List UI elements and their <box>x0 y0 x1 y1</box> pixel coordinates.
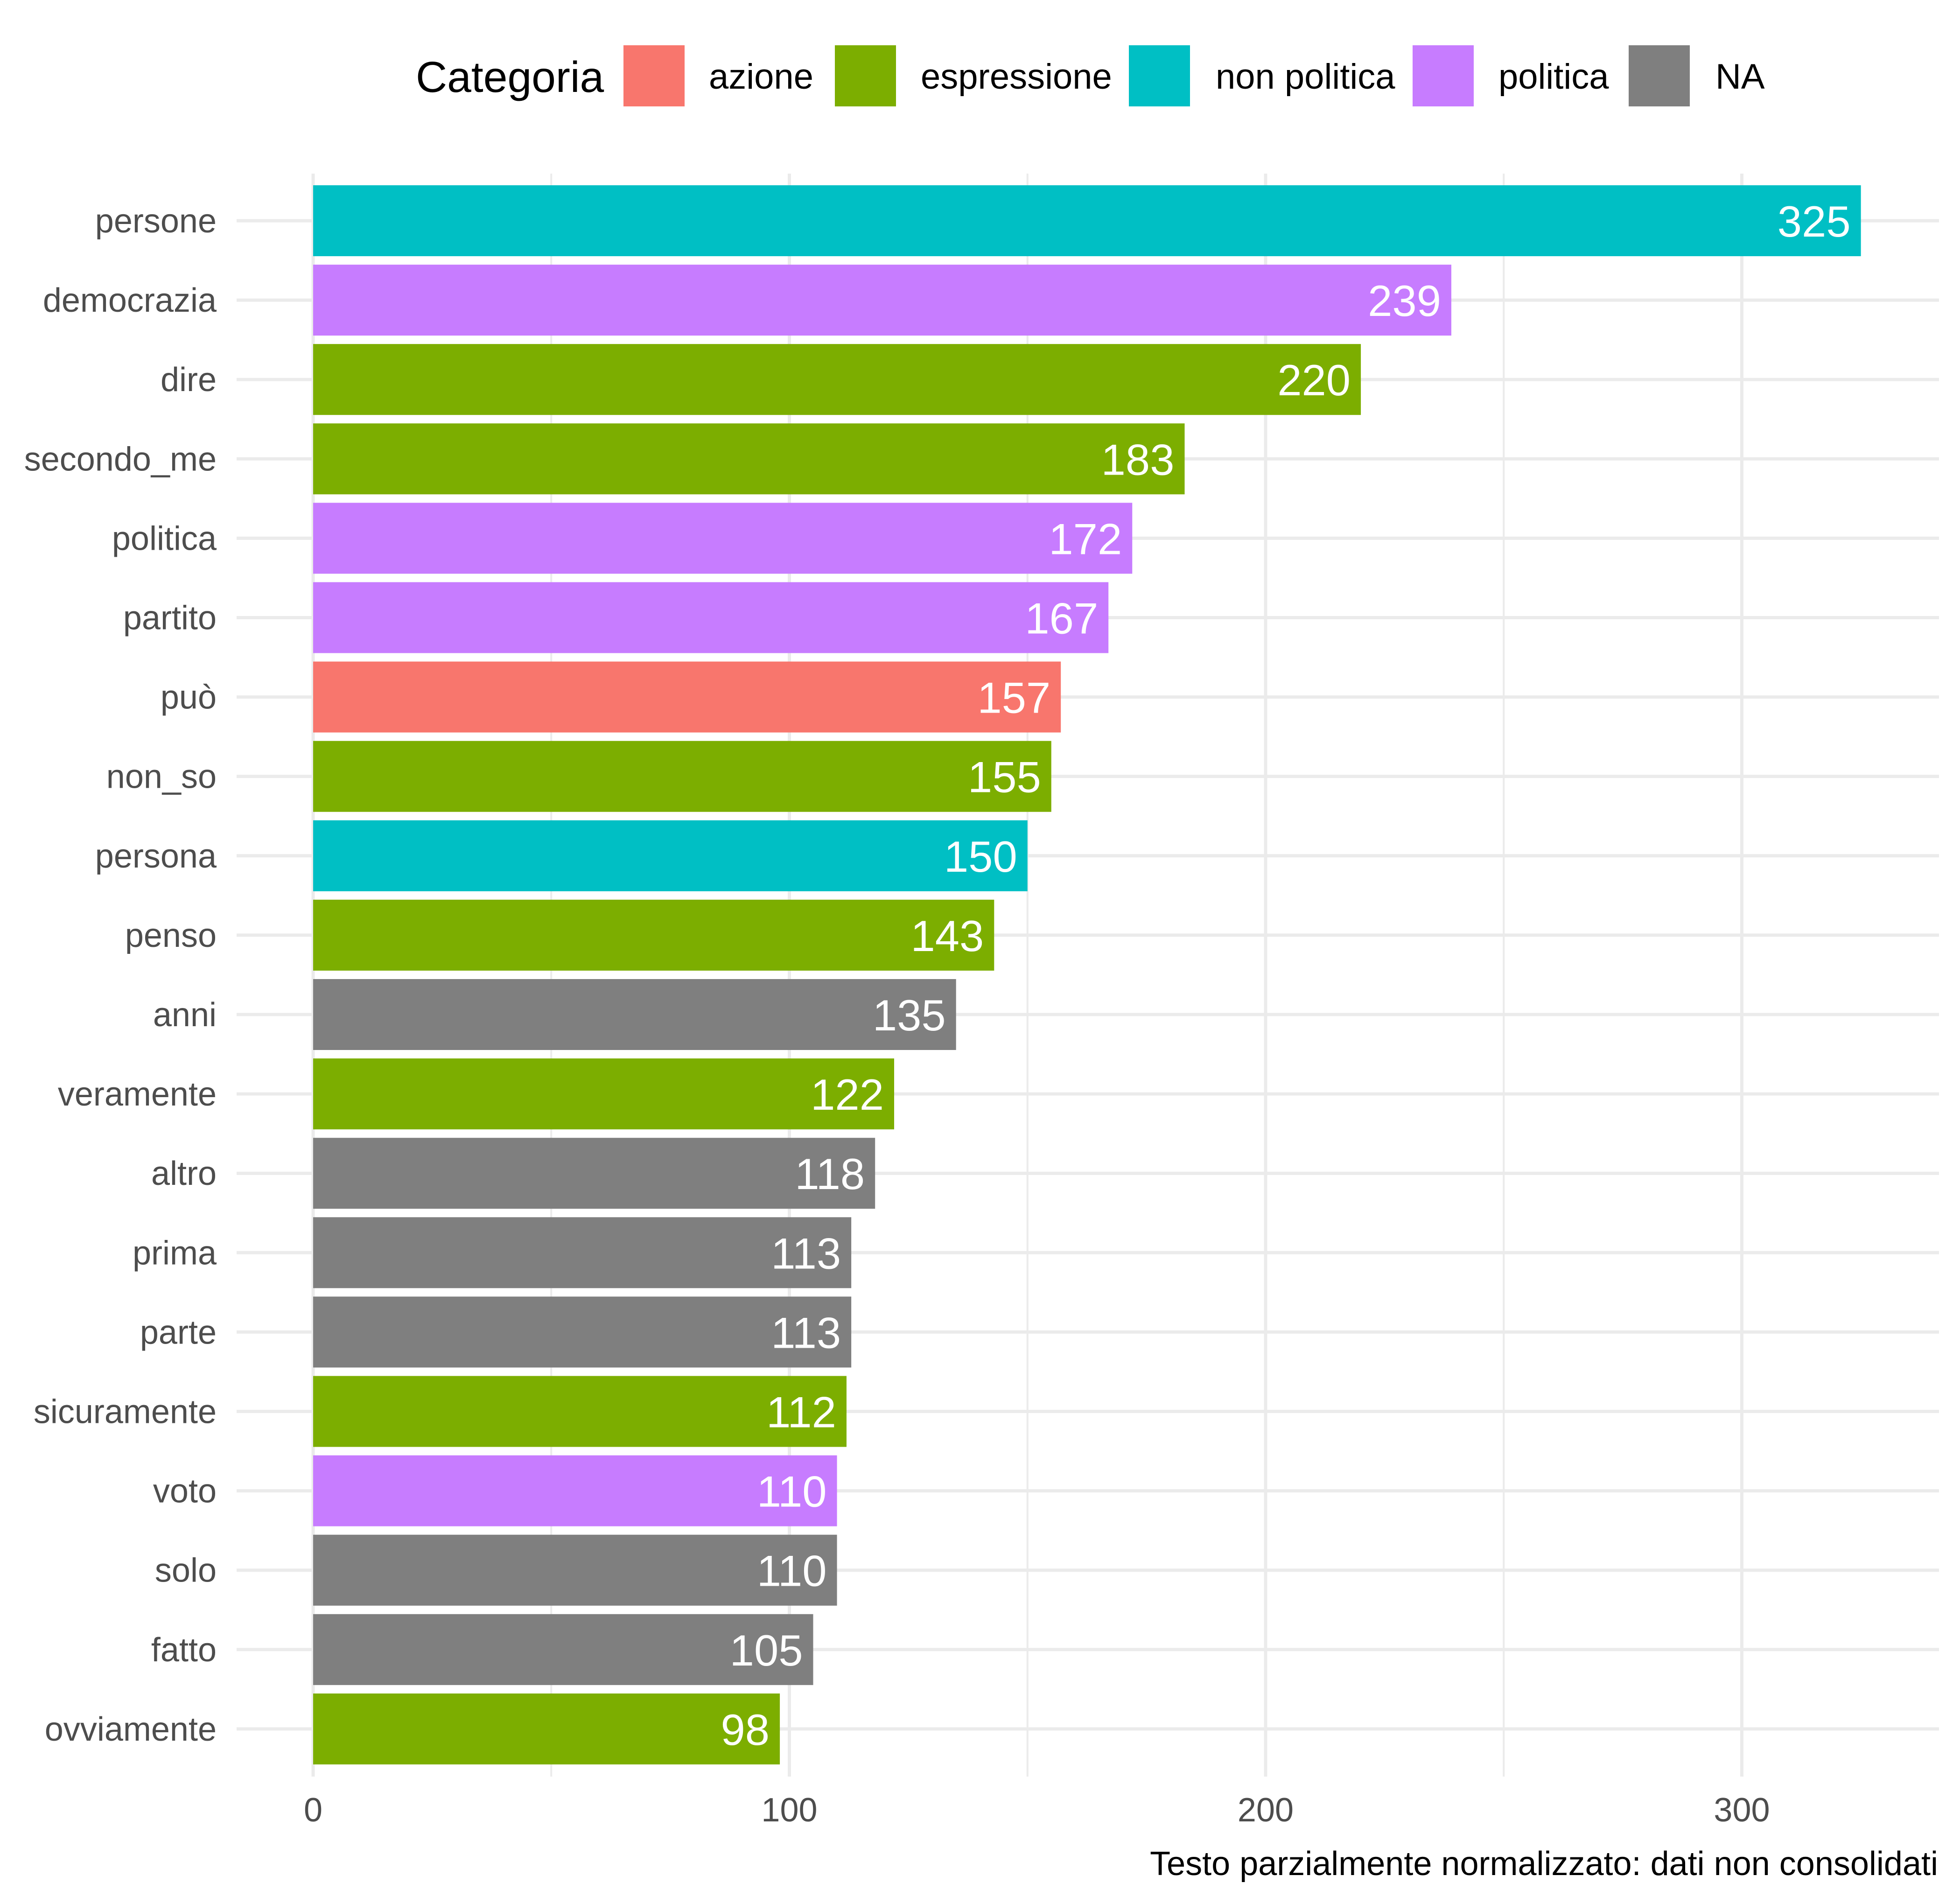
bar <box>313 1138 875 1209</box>
bar <box>313 820 1028 891</box>
legend-title: Categoria <box>416 53 604 101</box>
value-label: 167 <box>1025 594 1098 643</box>
value-label: 105 <box>730 1626 803 1675</box>
value-label: 183 <box>1101 435 1175 484</box>
y-tick-label: persona <box>95 838 217 875</box>
bar <box>313 1217 852 1288</box>
value-label: 113 <box>771 1229 841 1278</box>
y-tick-label: veramente <box>58 1076 217 1113</box>
value-label: 143 <box>910 911 984 960</box>
bar <box>313 1058 895 1130</box>
y-tick-label: non_so <box>106 758 217 796</box>
value-label: 122 <box>811 1070 884 1119</box>
bar <box>313 979 956 1050</box>
value-label: 110 <box>757 1467 827 1516</box>
y-tick-label: anni <box>153 996 217 1034</box>
bar <box>313 1693 780 1764</box>
value-label: 239 <box>1368 276 1441 325</box>
bar <box>313 1455 837 1526</box>
value-label: 220 <box>1277 356 1351 405</box>
y-tick-label: secondo_me <box>24 441 217 478</box>
y-tick-label: partito <box>123 600 217 637</box>
legend-key-politica <box>1413 45 1474 106</box>
y-tick-label: dire <box>161 361 217 399</box>
legend: Categoria azione espressione non politic… <box>416 45 1765 106</box>
y-tick-label: altro <box>151 1155 217 1192</box>
bar <box>313 1614 813 1685</box>
y-tick-label: politica <box>112 520 217 557</box>
caption: Testo parzialmente normalizzato: dati no… <box>1150 1845 1938 1883</box>
bar <box>313 582 1109 653</box>
legend-key-non-politica <box>1129 45 1190 106</box>
value-label: 157 <box>977 673 1050 722</box>
legend-key-na <box>1629 45 1690 106</box>
value-label: 112 <box>766 1388 836 1437</box>
y-tick-label: parte <box>140 1314 217 1351</box>
bar <box>313 503 1133 574</box>
bar <box>313 265 1451 336</box>
value-label: 150 <box>944 832 1017 881</box>
legend-key-azione <box>623 45 685 106</box>
legend-label-non-politica: non politica <box>1216 57 1395 97</box>
legend-label-azione: azione <box>709 57 813 97</box>
x-tick-label: 0 <box>304 1792 322 1829</box>
y-tick-label: persone <box>95 203 217 240</box>
value-label: 113 <box>771 1308 841 1357</box>
bar <box>313 741 1051 812</box>
y-tick-label: voto <box>153 1473 217 1510</box>
bars: 325 239 220 183 172 167 157 155 150 143 135 122 118 1… <box>313 185 1861 1764</box>
y-tick-label: penso <box>125 917 217 954</box>
value-label: 155 <box>968 753 1041 802</box>
x-tick-label: 100 <box>761 1792 817 1829</box>
bar <box>313 1296 852 1368</box>
y-axis-labels: persone democrazia dire secondo_me politica p… <box>24 203 217 1748</box>
y-tick-label: fatto <box>151 1631 217 1669</box>
value-label: 325 <box>1778 197 1851 246</box>
value-label: 118 <box>795 1149 865 1198</box>
y-tick-label: prima <box>133 1234 217 1272</box>
bar <box>313 1376 847 1447</box>
bar <box>313 344 1361 415</box>
value-label: 172 <box>1049 514 1122 563</box>
legend-label-na: NA <box>1715 57 1765 97</box>
bar <box>313 1534 837 1606</box>
bar <box>313 423 1185 495</box>
bar <box>313 661 1061 733</box>
value-label: 98 <box>721 1705 770 1754</box>
y-tick-label: sicuramente <box>34 1393 217 1431</box>
legend-label-politica: politica <box>1498 57 1609 97</box>
bar <box>313 899 994 971</box>
x-tick-label: 300 <box>1714 1792 1770 1829</box>
legend-key-espressione <box>835 45 896 106</box>
value-label: 110 <box>757 1547 827 1596</box>
y-tick-label: ovviamente <box>45 1711 217 1748</box>
x-tick-label: 200 <box>1238 1792 1294 1829</box>
y-tick-label: democrazia <box>43 282 217 319</box>
y-tick-label: solo <box>155 1552 217 1589</box>
x-axis-labels: 0 100 200 300 <box>304 1792 1770 1829</box>
bar <box>313 185 1861 256</box>
y-tick-label: può <box>161 679 217 716</box>
legend-label-espressione: espressione <box>921 57 1112 97</box>
value-label: 135 <box>873 991 946 1040</box>
